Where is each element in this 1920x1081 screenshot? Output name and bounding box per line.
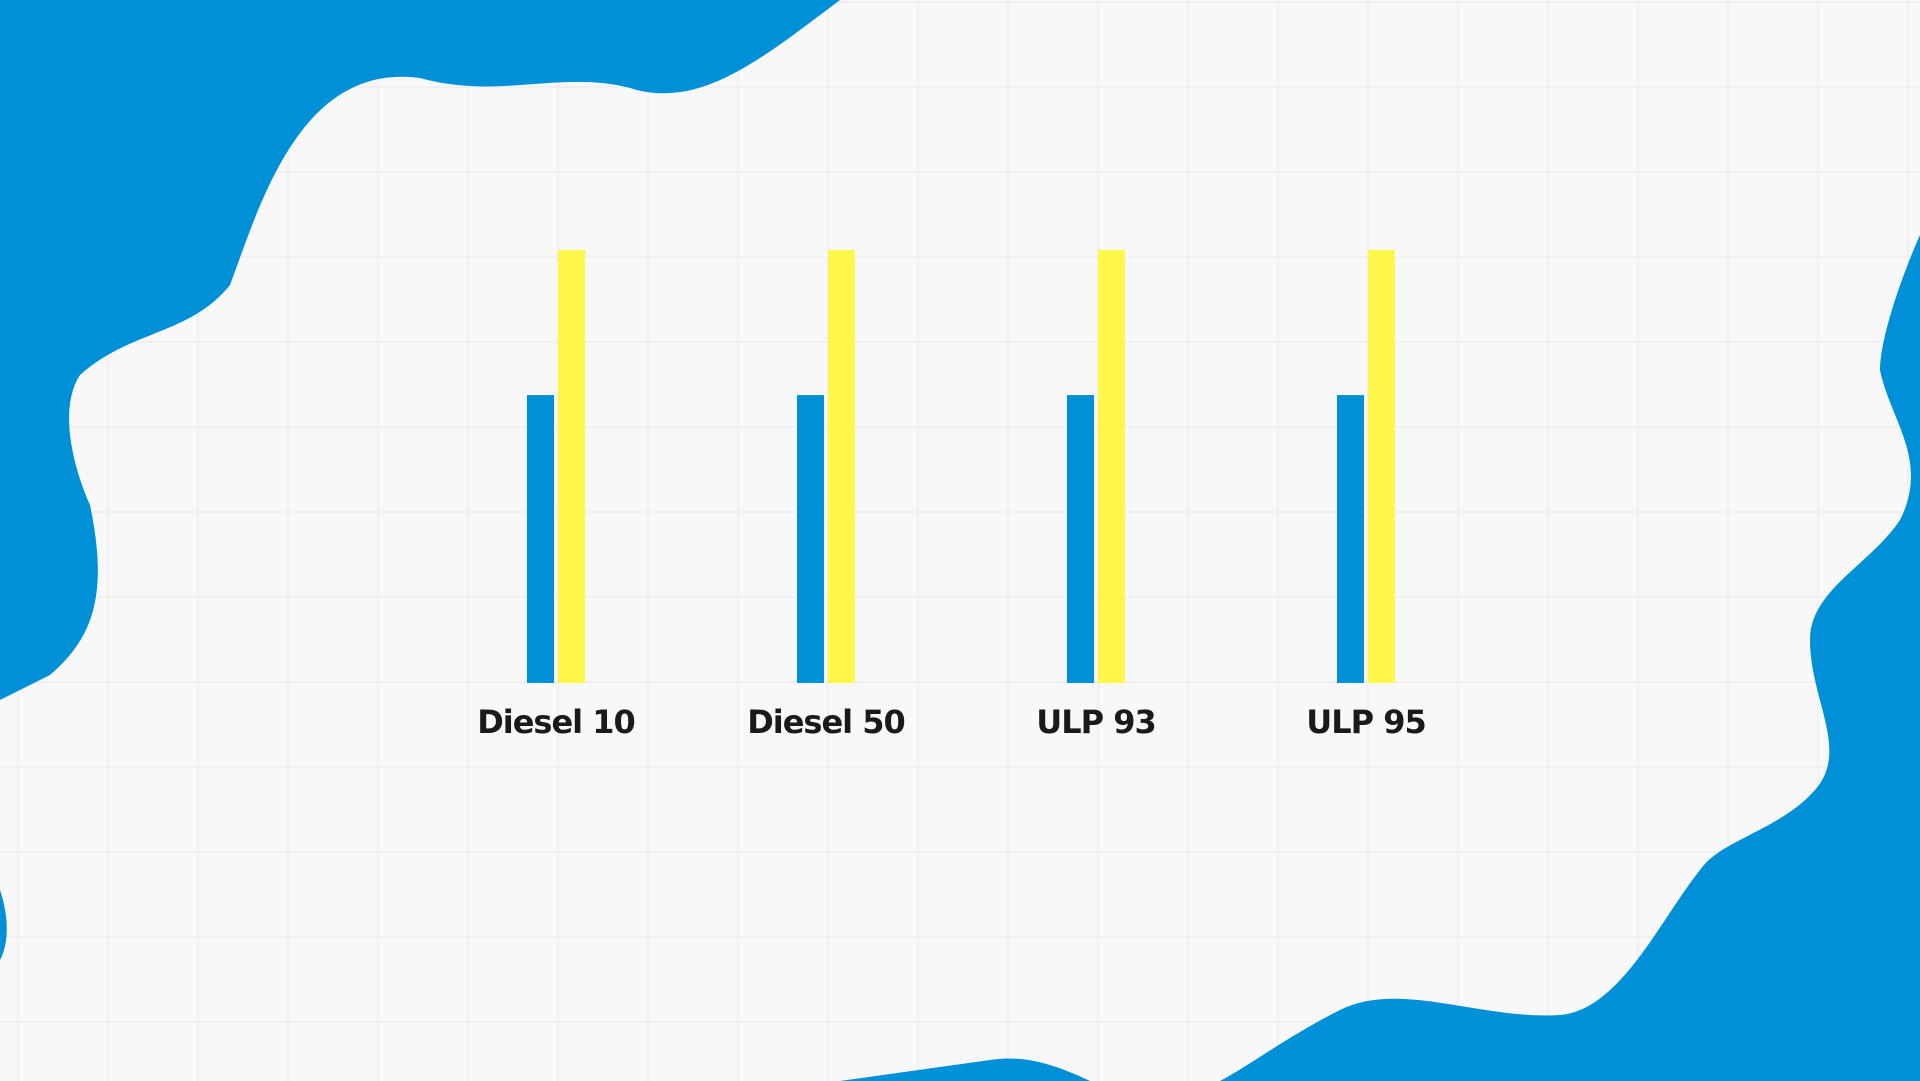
bar-ulp-95-series-1 (1337, 395, 1364, 683)
category-label-ulp-93: ULP 93 (1036, 703, 1156, 741)
category-label-diesel-50: Diesel 50 (747, 703, 905, 741)
category-label-diesel-10: Diesel 10 (477, 703, 635, 741)
bar-diesel-50-series-1 (797, 395, 824, 683)
top-left-wave-blob (0, 0, 840, 700)
left-edge-wave-blob (0, 890, 7, 960)
bar-diesel-50-series-2 (828, 250, 855, 683)
right-wave-blob (1220, 235, 1920, 1081)
bottom-center-wave-blob (840, 1058, 1090, 1081)
bar-ulp-95-series-2 (1368, 250, 1395, 683)
bar-ulp-93-series-2 (1098, 250, 1125, 683)
bar-ulp-93-series-1 (1067, 395, 1094, 683)
category-label-ulp-95: ULP 95 (1306, 703, 1426, 741)
chart-category-labels: Diesel 10 Diesel 50 ULP 93 ULP 95 (477, 703, 1427, 741)
chart-bars (527, 250, 1395, 683)
bar-diesel-10-series-1 (527, 395, 554, 683)
bar-diesel-10-series-2 (558, 250, 585, 683)
